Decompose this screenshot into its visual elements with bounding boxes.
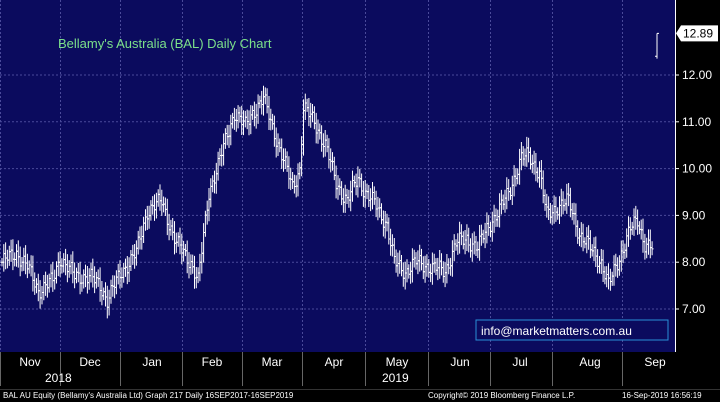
- last-price-badge: 12.89: [676, 25, 718, 42]
- chart-title: Bellamy's Australia (BAL) Daily Chart: [58, 36, 272, 51]
- year-label-2019: 2019: [382, 371, 409, 385]
- grid-lines: [0, 0, 675, 352]
- contact-email[interactable]: info@marketmatters.com.au: [481, 324, 632, 338]
- x-tick-label: Sep: [644, 355, 666, 369]
- y-tick-label: 7.00: [682, 302, 706, 316]
- year-label-2018: 2018: [45, 371, 72, 385]
- x-tick-label: Jun: [450, 355, 469, 369]
- x-tick-label: Mar: [262, 355, 283, 369]
- y-tick-label: 8.00: [682, 255, 706, 269]
- x-tick-label: Apr: [325, 355, 344, 369]
- y-axis-area: [675, 0, 720, 352]
- y-tick-label: 10.00: [682, 162, 712, 176]
- x-tick-label: Aug: [579, 355, 600, 369]
- x-tick-label: Dec: [79, 355, 100, 369]
- ohlc-bar: [650, 241, 654, 256]
- x-tick-label: May: [386, 355, 409, 369]
- contact-box: info@marketmatters.com.au: [475, 319, 669, 341]
- y-tick-label: 12.00: [682, 68, 712, 82]
- x-axis-area: [0, 352, 720, 388]
- footer-security-info: BAL AU Equity (Bellamy's Australia Ltd) …: [3, 391, 294, 400]
- last-price-badge-shape: [676, 25, 718, 42]
- x-tick-label: Feb: [202, 355, 223, 369]
- contact-box-border: [475, 319, 669, 341]
- y-tick-label: 9.00: [682, 208, 706, 222]
- ohlc-bar-last: [655, 32, 659, 59]
- footer-timestamp: 16-Sep-2019 16:56:19: [622, 391, 702, 400]
- last-price-label: 12.89: [683, 26, 713, 40]
- ohlc-bars: [0, 32, 659, 319]
- x-tick-label: Jan: [142, 355, 161, 369]
- y-tick-label: 11.00: [682, 115, 711, 129]
- x-tick-label: Jul: [512, 355, 527, 369]
- y-axis: 7.00 8.00 9.00 10.00 11.00 12.00: [675, 0, 712, 352]
- x-tick-label: Nov: [19, 355, 40, 369]
- x-axis: Nov Dec Jan Feb Mar Apr May Jun Jul Aug Sep: [0, 352, 666, 386]
- footer-copyright: Copyright© 2019 Bloomberg Finance L.P.: [428, 391, 575, 400]
